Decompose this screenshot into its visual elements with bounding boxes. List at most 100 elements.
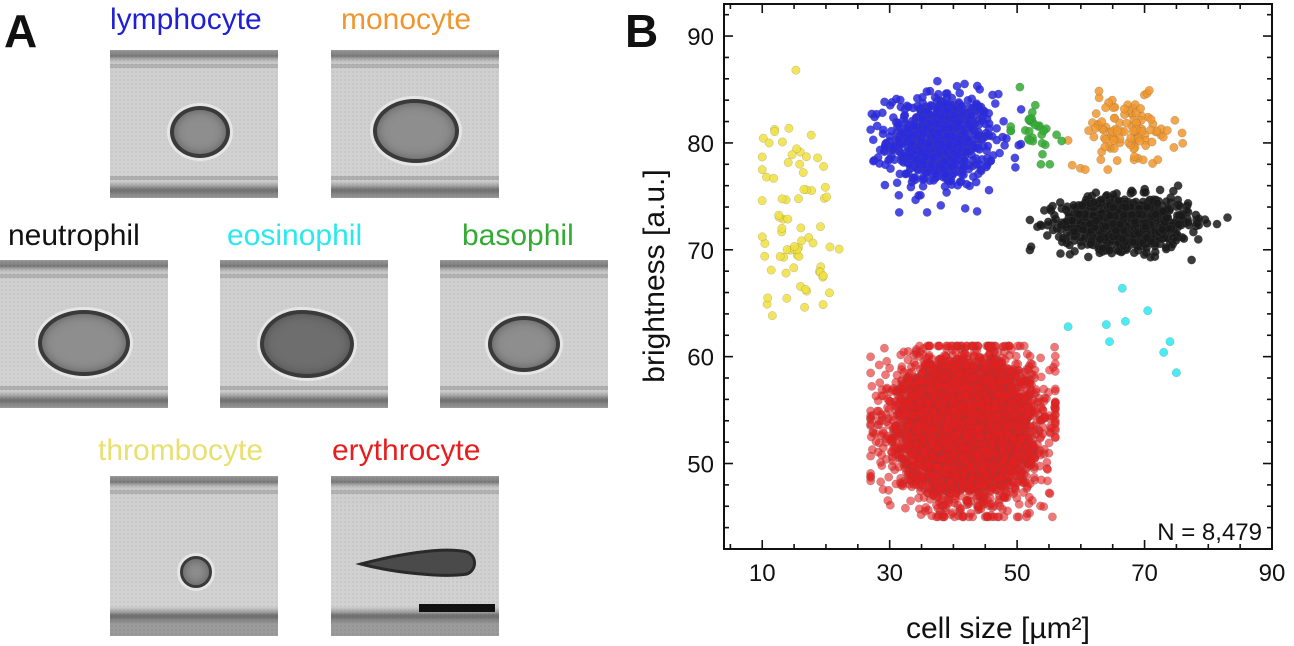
point-neutrophil <box>1102 214 1111 224</box>
point-erythrocyte <box>963 424 973 434</box>
point-neutrophil <box>1200 215 1210 225</box>
point-erythrocyte <box>1014 409 1024 419</box>
point-lymphocyte <box>924 104 933 113</box>
point-erythrocyte <box>897 444 907 453</box>
point-erythrocyte <box>914 351 924 361</box>
point-erythrocyte <box>933 486 943 496</box>
point-lymphocyte <box>935 161 945 171</box>
point-erythrocyte <box>964 412 974 422</box>
point-erythrocyte <box>960 386 970 396</box>
point-lymphocyte <box>929 138 939 148</box>
point-erythrocyte <box>912 441 922 451</box>
point-neutrophil <box>1140 222 1150 232</box>
point-erythrocyte <box>1008 438 1018 448</box>
point-erythrocyte <box>986 439 996 449</box>
point-neutrophil <box>1135 216 1145 226</box>
point-erythrocyte <box>895 447 905 457</box>
point-erythrocyte <box>962 420 972 430</box>
point-lymphocyte <box>917 133 926 143</box>
point-erythrocyte <box>945 482 955 492</box>
point-monocyte <box>1137 124 1147 134</box>
point-erythrocyte <box>868 411 878 420</box>
point-neutrophil <box>1106 233 1116 243</box>
point-neutrophil <box>1118 222 1128 232</box>
point-erythrocyte <box>1004 460 1014 470</box>
point-neutrophil <box>1121 229 1131 239</box>
point-erythrocyte <box>957 441 967 451</box>
point-erythrocyte <box>933 428 943 438</box>
point-neutrophil <box>1114 219 1124 229</box>
point-neutrophil <box>1101 233 1111 242</box>
point-erythrocyte <box>941 343 951 353</box>
point-lymphocyte <box>930 135 940 145</box>
point-erythrocyte <box>941 402 951 412</box>
point-lymphocyte <box>934 144 944 154</box>
thrombocyte-cell <box>180 556 212 588</box>
point-erythrocyte <box>955 360 965 370</box>
point-erythrocyte <box>1024 411 1034 421</box>
point-erythrocyte <box>998 420 1007 430</box>
point-lymphocyte <box>968 155 978 165</box>
point-lymphocyte <box>947 159 957 169</box>
point-neutrophil <box>1172 202 1181 212</box>
point-erythrocyte <box>977 473 987 483</box>
point-erythrocyte <box>978 377 988 387</box>
point-erythrocyte <box>956 356 966 366</box>
point-erythrocyte <box>890 465 900 475</box>
point-erythrocyte <box>956 456 966 465</box>
point-erythrocyte <box>971 376 981 386</box>
point-erythrocyte <box>981 421 991 431</box>
point-erythrocyte <box>939 423 949 433</box>
point-erythrocyte <box>887 434 897 444</box>
point-erythrocyte <box>955 379 965 389</box>
point-neutrophil <box>1111 219 1121 229</box>
point-neutrophil <box>1077 216 1087 226</box>
point-monocyte <box>1119 104 1129 114</box>
point-erythrocyte <box>1017 398 1026 408</box>
point-erythrocyte <box>996 478 1006 488</box>
point-erythrocyte <box>953 391 963 401</box>
point-erythrocyte <box>874 438 884 448</box>
point-erythrocyte <box>995 431 1005 441</box>
point-erythrocyte <box>983 469 993 479</box>
point-neutrophil <box>1100 219 1110 229</box>
point-neutrophil <box>1162 224 1171 234</box>
neutrophil-cell <box>38 310 130 376</box>
point-neutrophil <box>1091 232 1100 242</box>
point-lymphocyte <box>918 173 928 182</box>
point-erythrocyte <box>977 396 986 406</box>
point-erythrocyte <box>948 412 958 421</box>
point-lymphocyte <box>950 138 960 147</box>
point-erythrocyte <box>954 376 964 386</box>
point-erythrocyte <box>985 447 995 457</box>
point-erythrocyte <box>905 383 915 393</box>
point-erythrocyte <box>973 425 983 435</box>
point-lymphocyte <box>917 150 927 160</box>
point-erythrocyte <box>960 388 970 398</box>
point-erythrocyte <box>940 398 950 408</box>
point-erythrocyte <box>923 427 933 437</box>
point-erythrocyte <box>944 390 954 400</box>
point-erythrocyte <box>957 476 967 486</box>
point-erythrocyte <box>950 443 960 453</box>
point-erythrocyte <box>977 404 987 414</box>
point-erythrocyte <box>996 408 1006 418</box>
point-erythrocyte <box>946 448 956 458</box>
point-erythrocyte <box>997 461 1007 471</box>
point-erythrocyte <box>898 479 908 489</box>
point-neutrophil <box>1025 215 1035 225</box>
point-lymphocyte <box>928 139 938 149</box>
point-erythrocyte <box>964 376 974 386</box>
point-erythrocyte <box>975 470 985 480</box>
point-erythrocyte <box>963 456 973 466</box>
point-erythrocyte <box>966 396 976 406</box>
point-erythrocyte <box>976 402 985 412</box>
point-erythrocyte <box>1021 436 1030 446</box>
point-erythrocyte <box>952 463 962 473</box>
point-erythrocyte <box>960 433 970 443</box>
point-erythrocyte <box>974 432 984 442</box>
point-erythrocyte <box>1027 439 1037 448</box>
point-erythrocyte <box>922 387 932 397</box>
point-erythrocyte <box>965 473 975 483</box>
point-neutrophil <box>1174 211 1184 221</box>
